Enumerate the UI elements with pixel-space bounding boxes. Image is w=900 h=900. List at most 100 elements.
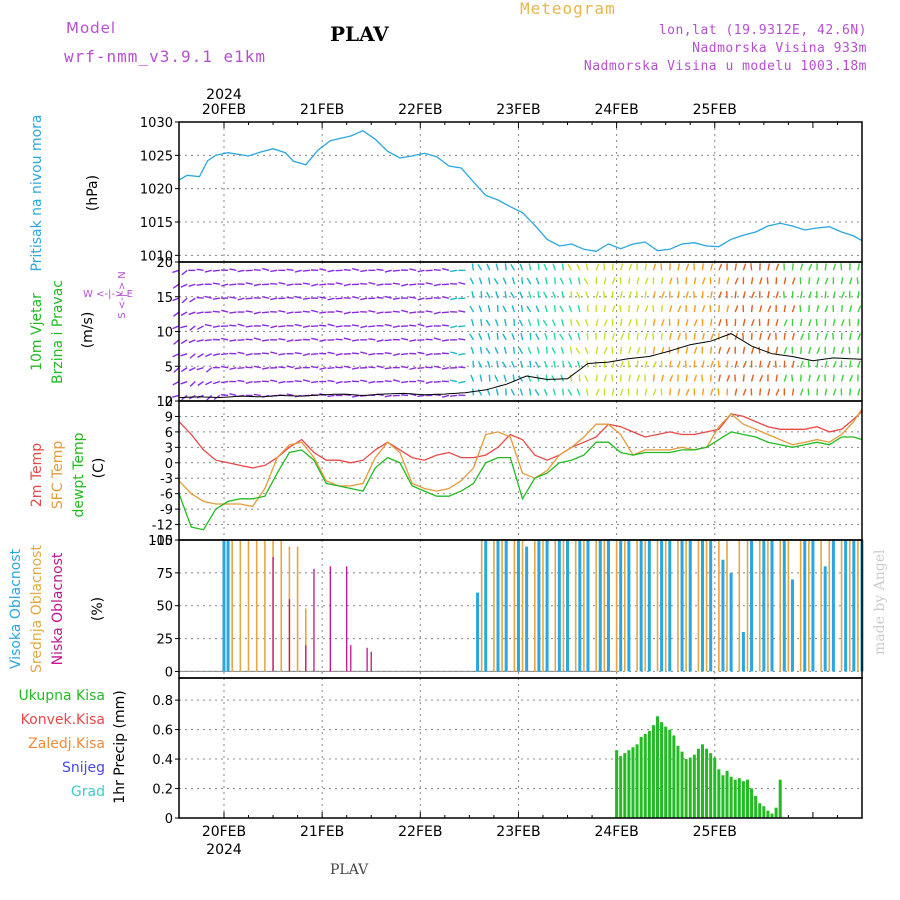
wind-arrow: [196, 268, 204, 272]
wind-arrow: [205, 380, 213, 386]
wind-arrow: [204, 295, 212, 299]
date-label-bottom: 25FEB: [693, 824, 737, 840]
wind-arrow: [479, 346, 483, 354]
wind-arrow: [799, 346, 803, 354]
mid-cloud-bar: [738, 540, 741, 672]
wind-arrow: [197, 325, 204, 330]
high-cloud-bar: [823, 566, 827, 672]
wind-arrow: [486, 291, 491, 299]
high-cloud-bar: [668, 540, 672, 672]
wind-arrow: [660, 374, 665, 382]
wind-arrow: [750, 291, 755, 299]
date-label-bottom: 23FEB: [496, 824, 540, 840]
high-cloud-bar: [700, 540, 704, 672]
wind-arrow: [576, 291, 581, 299]
wind-arrow: [237, 379, 245, 383]
wind-arrow: [857, 263, 861, 271]
date-label-top: 21FEB: [300, 102, 344, 118]
mid-cloud-bar: [603, 540, 606, 672]
wind-arrow: [450, 282, 458, 285]
wind-arrow: [552, 263, 556, 271]
wind-arrow: [551, 375, 556, 382]
wind-arrow: [302, 297, 310, 300]
wind-arrow: [212, 282, 221, 285]
wind-arrow: [450, 297, 458, 301]
high-cloud-bar: [226, 540, 230, 672]
wind-arrow: [188, 339, 196, 344]
precip-bar: [729, 776, 733, 818]
y-tick-label: -12: [152, 519, 173, 534]
wind-arrow: [577, 305, 581, 313]
wind-arrow: [750, 374, 755, 382]
wind-arrow: [767, 388, 771, 396]
wind-arrow: [799, 263, 804, 271]
wind-arrow: [544, 277, 548, 285]
wind-arrow: [791, 277, 796, 285]
wind-arrow: [319, 324, 327, 327]
wind-arrow: [270, 351, 278, 355]
wind-arrow: [425, 380, 433, 384]
wind-arrow: [425, 297, 433, 300]
wind-arrow: [262, 267, 270, 272]
wind-arrow: [221, 309, 229, 313]
wind-arrow: [567, 264, 573, 271]
wind-arrow: [204, 353, 212, 358]
precip-bar: [705, 748, 709, 818]
wind-arrow: [620, 318, 623, 327]
wind-arrow: [376, 268, 384, 272]
wind-arrow: [603, 346, 608, 354]
low-cloud-bar: [305, 645, 307, 672]
pressure-ylabel: Pritisak na nivou mora: [29, 114, 45, 271]
wind-arrow: [710, 388, 714, 396]
wind-arrow: [767, 263, 771, 271]
wind-arrow: [409, 339, 417, 342]
y-tick-label: 25: [156, 633, 173, 648]
wind-arrow: [221, 394, 229, 397]
wind-arrow: [824, 388, 828, 396]
wind-arrow: [417, 269, 425, 273]
wind-arrow: [493, 277, 499, 285]
wind-arrow: [543, 360, 548, 368]
wind-arrow: [857, 333, 862, 341]
wind-arrow: [302, 269, 310, 272]
wind-arrow: [311, 337, 319, 341]
wind-arrow: [368, 325, 376, 328]
wind-arrow: [759, 305, 763, 313]
year-label-top: 2024: [206, 87, 242, 103]
mid-cloud-bar: [493, 540, 495, 672]
wind-arrow: [384, 323, 392, 327]
wind-arrow: [172, 283, 180, 289]
wind-arrow: [783, 374, 788, 382]
wind-arrow: [384, 295, 392, 299]
mid-cloud-bar: [779, 540, 782, 672]
wind-arrow: [221, 353, 229, 356]
wind-arrow: [237, 351, 245, 355]
precip-bar: [754, 795, 758, 818]
wind-arrow: [611, 277, 616, 285]
wind-arrow: [808, 346, 812, 354]
wind-arrow: [477, 361, 483, 368]
wind-arrow: [485, 319, 491, 327]
high-cloud-bar: [782, 540, 786, 672]
wind-arrow: [652, 388, 657, 396]
wind-arrow: [327, 351, 335, 355]
wind-arrow: [628, 263, 633, 271]
precip-bar: [750, 788, 754, 818]
temp-ylabel-sfc: SFC Temp: [50, 441, 66, 510]
wind-ylabel-2: Brzina i Pravac: [50, 280, 66, 384]
mid-cloud-bar: [583, 540, 585, 672]
wind-arrow: [360, 325, 368, 329]
wind-arrow: [701, 388, 705, 396]
wind-arrow: [620, 333, 625, 341]
wind-arrow: [502, 277, 507, 285]
wind-arrow: [351, 394, 360, 398]
wind-arrow: [783, 346, 788, 354]
wind-arrow: [327, 366, 335, 370]
wind-arrow: [409, 366, 417, 371]
wind-arrow: [677, 333, 682, 341]
wind-arrow: [376, 296, 384, 299]
wind-arrow: [189, 297, 196, 303]
wind-arrow: [528, 291, 532, 299]
wind-arrow: [425, 338, 433, 341]
wind-arrow: [553, 332, 556, 340]
